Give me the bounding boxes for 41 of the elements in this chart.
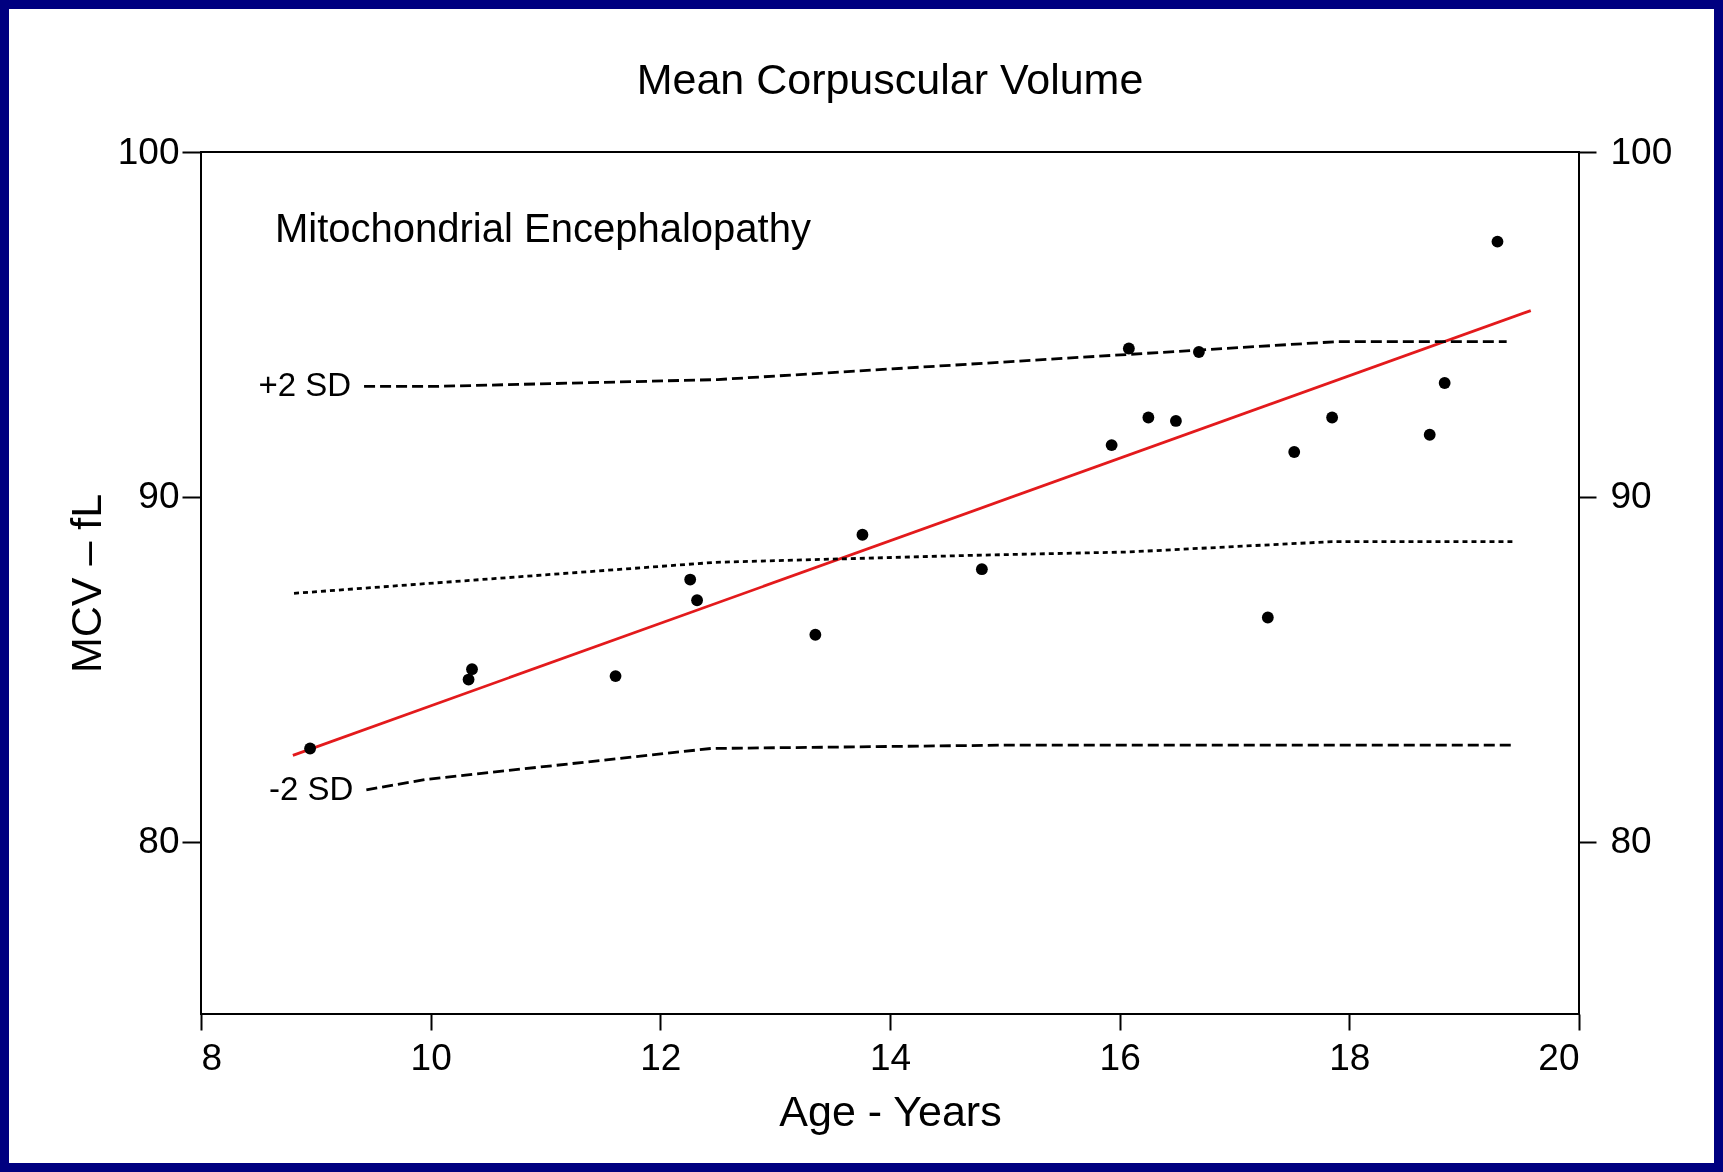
x-tick-label: 14 — [869, 1036, 912, 1078]
point — [609, 670, 622, 682]
y2-tick-label: 90 — [1610, 475, 1652, 517]
annotation: Mitochondrial Encephalopathy — [275, 206, 811, 250]
point — [691, 594, 703, 607]
y2-tick-label: 100 — [1610, 130, 1673, 172]
x-tick-label: 18 — [1329, 1036, 1371, 1078]
chart-title: Mean Corpuscular Volume — [636, 55, 1144, 103]
x-tick-label: 8 — [201, 1036, 223, 1078]
point — [1142, 411, 1155, 424]
point — [1170, 415, 1182, 427]
series-label: -2 SD — [269, 769, 354, 807]
y-axis-title: MCV – fL — [61, 493, 110, 674]
x-tick-label: 10 — [410, 1036, 452, 1078]
point — [1438, 377, 1451, 389]
point — [1192, 346, 1205, 358]
y2-tick-label: 80 — [1610, 820, 1652, 862]
line-series — [364, 743, 1514, 792]
point — [1326, 411, 1339, 424]
point — [1423, 428, 1436, 441]
point — [304, 742, 317, 755]
point — [1261, 611, 1274, 624]
line-series — [292, 540, 1514, 595]
series-label: +2 SD — [258, 366, 352, 404]
y-tick-label: 80 — [138, 820, 180, 862]
point — [1288, 446, 1301, 458]
x-axis-title: Age - Years — [779, 1086, 1002, 1135]
point — [809, 628, 822, 641]
point — [1491, 235, 1504, 248]
x-tick-label: 12 — [640, 1036, 682, 1078]
point — [466, 663, 478, 676]
y-tick-label: 100 — [117, 130, 180, 172]
point — [1122, 342, 1135, 355]
y-tick-label: 90 — [138, 475, 180, 517]
point — [462, 673, 475, 686]
point — [975, 563, 988, 576]
x-tick-label: 20 — [1538, 1036, 1580, 1078]
point — [684, 573, 697, 586]
x-tick-label: 16 — [1099, 1036, 1141, 1078]
point — [1105, 439, 1118, 451]
point — [856, 528, 869, 541]
